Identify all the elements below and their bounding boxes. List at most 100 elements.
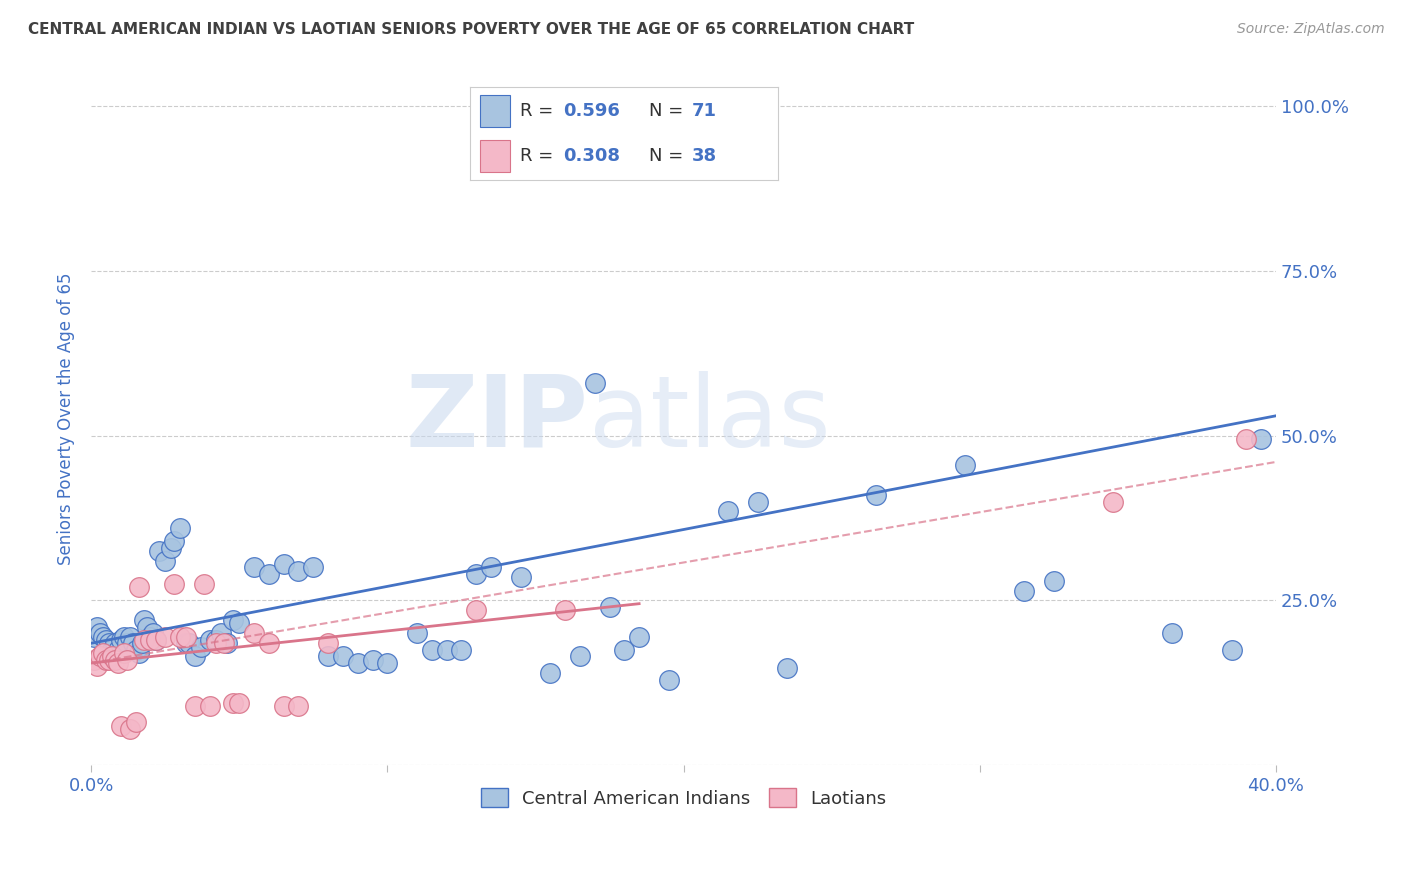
Point [222, 696, 245, 710]
Point [112, 630, 135, 644]
Point [86, 620, 108, 634]
Point [124, 643, 146, 657]
Point [134, 613, 156, 627]
Point [420, 643, 443, 657]
Point [153, 554, 176, 568]
Point [83, 653, 105, 667]
Point [509, 570, 531, 584]
Point [361, 653, 384, 667]
Point [97, 653, 120, 667]
Point [599, 599, 621, 614]
Point [436, 643, 458, 657]
Point [222, 613, 245, 627]
Point [107, 656, 129, 670]
Point [184, 649, 207, 664]
Point [465, 603, 488, 617]
Point [257, 567, 280, 582]
Text: atlas: atlas [589, 370, 831, 467]
Point [198, 632, 221, 647]
Point [377, 656, 399, 670]
Point [1043, 574, 1066, 588]
Point [139, 632, 162, 647]
Point [1220, 643, 1243, 657]
Point [177, 636, 200, 650]
Point [332, 649, 354, 664]
Point [101, 649, 124, 664]
Point [94, 653, 117, 667]
Point [153, 630, 176, 644]
Point [613, 643, 636, 657]
Point [717, 504, 740, 518]
Point [346, 656, 368, 670]
Point [83, 630, 105, 644]
Point [865, 488, 887, 502]
Point [583, 376, 606, 390]
Point [1012, 583, 1035, 598]
Point [217, 636, 239, 650]
Point [118, 722, 141, 736]
Point [953, 458, 976, 473]
Point [160, 541, 183, 555]
Point [204, 632, 226, 647]
Point [101, 643, 124, 657]
Point [214, 636, 236, 650]
Point [115, 636, 138, 650]
Point [184, 698, 207, 713]
Point [243, 626, 266, 640]
Point [124, 715, 146, 730]
Point [174, 636, 197, 650]
Point [104, 653, 127, 667]
Point [86, 659, 108, 673]
Point [273, 557, 295, 571]
Point [104, 636, 127, 650]
Point [110, 632, 132, 647]
Point [257, 636, 280, 650]
Point [228, 696, 250, 710]
Point [554, 603, 576, 617]
Point [169, 521, 191, 535]
Point [228, 616, 250, 631]
Point [89, 626, 111, 640]
Point [479, 560, 502, 574]
Point [163, 577, 186, 591]
Point [131, 636, 153, 650]
Point [89, 649, 111, 664]
Point [204, 636, 226, 650]
Text: ZIP: ZIP [406, 370, 589, 467]
Point [110, 719, 132, 733]
Point [1250, 432, 1272, 446]
Point [145, 632, 167, 647]
Point [169, 630, 191, 644]
Point [302, 560, 325, 574]
Point [211, 626, 233, 640]
Y-axis label: Seniors Poverty Over the Age of 65: Seniors Poverty Over the Age of 65 [58, 273, 75, 566]
Point [198, 698, 221, 713]
Point [450, 643, 472, 657]
Point [243, 560, 266, 574]
Point [776, 660, 799, 674]
Point [1234, 432, 1257, 446]
Legend: Central American Indians, Laotians: Central American Indians, Laotians [474, 781, 894, 815]
Point [97, 636, 120, 650]
Point [128, 580, 150, 594]
Point [148, 544, 170, 558]
Point [628, 630, 651, 644]
Point [273, 698, 295, 713]
Point [193, 577, 215, 591]
Point [287, 564, 309, 578]
Text: CENTRAL AMERICAN INDIAN VS LAOTIAN SENIORS POVERTY OVER THE AGE OF 65 CORRELATIO: CENTRAL AMERICAN INDIAN VS LAOTIAN SENIO… [28, 22, 914, 37]
Point [316, 636, 339, 650]
Point [465, 567, 488, 582]
Point [406, 626, 429, 640]
Point [139, 630, 162, 644]
Point [658, 673, 681, 687]
Point [287, 698, 309, 713]
Point [115, 653, 138, 667]
Point [316, 649, 339, 664]
Point [538, 665, 561, 680]
Point [747, 494, 769, 508]
Point [94, 632, 117, 647]
Point [91, 630, 114, 644]
Point [1161, 626, 1184, 640]
Point [163, 534, 186, 549]
